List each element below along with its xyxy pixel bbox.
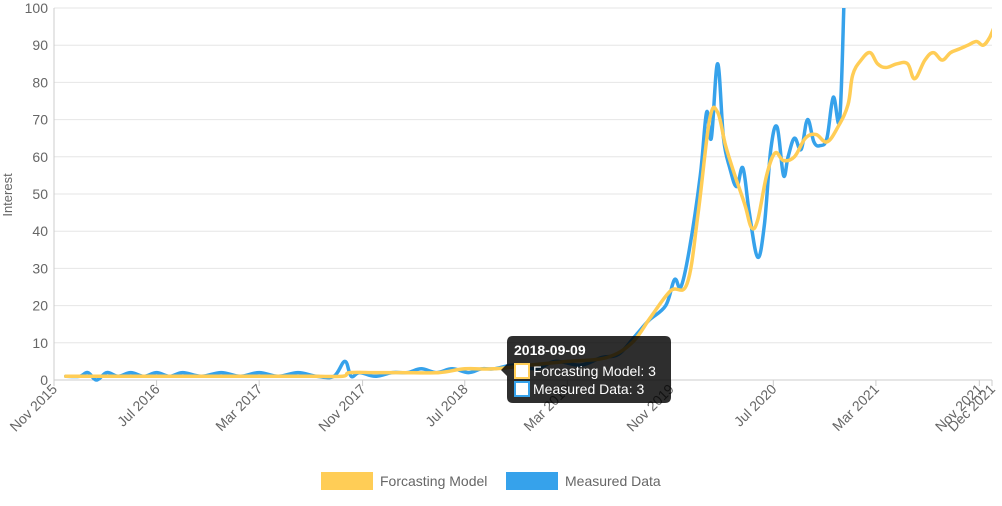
y-tick-label: 90 bbox=[32, 37, 48, 53]
y-tick-label: 20 bbox=[32, 298, 48, 314]
tooltip-line-forcasting: Forcasting Model: 3 bbox=[533, 363, 656, 379]
legend-item-forcasting[interactable]: Forcasting Model bbox=[321, 472, 487, 490]
x-tick-label: Jul 2016 bbox=[114, 381, 163, 430]
legend-item-measured[interactable]: Measured Data bbox=[506, 472, 661, 490]
y-tick-label: 80 bbox=[32, 74, 48, 90]
y-tick-label: 10 bbox=[32, 335, 48, 351]
tooltip-title: 2018-09-09 bbox=[514, 342, 586, 358]
y-tick-label: 70 bbox=[32, 112, 48, 128]
x-tick-label: Jul 2018 bbox=[422, 381, 471, 430]
legend-label-measured: Measured Data bbox=[565, 473, 661, 489]
x-tick-label: Nov 2017 bbox=[315, 381, 369, 435]
legend-swatch-forcasting bbox=[321, 472, 373, 490]
y-axis-ticks: 0 10 20 30 40 50 60 70 80 90 100 bbox=[25, 0, 49, 388]
tooltip-line-measured: Measured Data: 3 bbox=[533, 381, 644, 397]
y-tick-label: 100 bbox=[25, 0, 49, 16]
legend-swatch-measured bbox=[506, 472, 558, 490]
y-tick-label: 50 bbox=[32, 186, 48, 202]
x-tick-label: Mar 2017 bbox=[212, 381, 265, 434]
y-axis-title: Interest bbox=[0, 173, 15, 217]
tooltip: 2018-09-09 Forcasting Model: 3 Measured … bbox=[501, 336, 671, 403]
tooltip-swatch-measured bbox=[514, 381, 530, 397]
legend: Forcasting Model Measured Data bbox=[321, 472, 661, 490]
x-tick-label: Mar 2021 bbox=[829, 381, 882, 434]
x-tick-label: Nov 2015 bbox=[6, 381, 60, 435]
grid bbox=[53, 7, 992, 381]
tooltip-box bbox=[501, 336, 671, 403]
y-tick-label: 60 bbox=[32, 149, 48, 165]
y-tick-label: 0 bbox=[40, 372, 48, 388]
y-tick-label: 30 bbox=[32, 260, 48, 276]
series-line-forcasting bbox=[64, 27, 992, 379]
x-tick-label: Jul 2020 bbox=[731, 381, 780, 430]
y-tick-label: 40 bbox=[32, 223, 48, 239]
tooltip-swatch-forcasting bbox=[514, 363, 530, 379]
x-axis-ticks: Nov 2015 Jul 2016 Mar 2017 Nov 2017 Jul 2018… bbox=[6, 380, 998, 435]
legend-label-forcasting: Forcasting Model bbox=[380, 473, 487, 489]
